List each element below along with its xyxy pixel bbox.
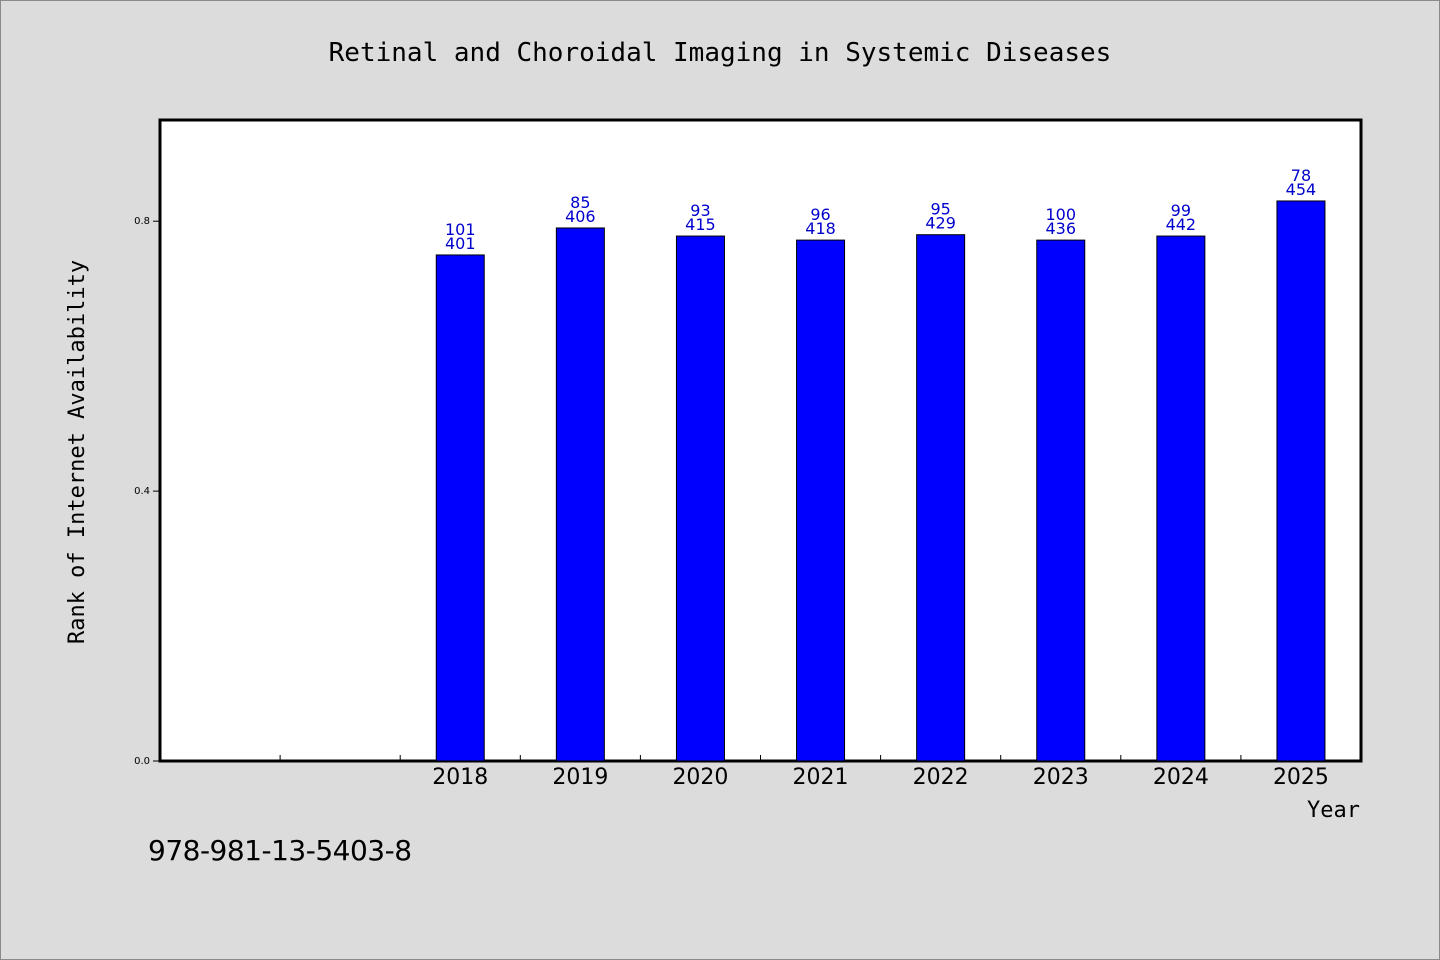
isbn-text: 978-981-13-5403-8: [148, 834, 412, 867]
x-tick-label: 2021: [793, 765, 849, 790]
x-tick-label: 2023: [1033, 765, 1089, 790]
bar: [1156, 235, 1206, 762]
bar-label-top: 100: [1045, 205, 1076, 224]
bar: [1036, 239, 1086, 762]
y-tick-label: 0.0: [134, 756, 150, 767]
bar: [916, 234, 966, 762]
bar-label-bottom: 436: [1045, 219, 1076, 238]
bar-label-bottom: 442: [1166, 215, 1197, 234]
bar-label-top: 93: [690, 201, 710, 220]
x-tick-label: 2022: [913, 765, 969, 790]
bar: [675, 235, 725, 762]
bar-label-top: 85: [570, 193, 590, 212]
bar-label-top: 78: [1291, 166, 1311, 185]
bar-label-bottom: 406: [565, 207, 596, 226]
x-tick-label: 2018: [432, 765, 488, 790]
x-axis-label: Year: [1307, 798, 1360, 823]
bar-label-top: 96: [810, 205, 830, 224]
bar-label-bottom: 401: [445, 234, 476, 253]
x-tick-label: 2025: [1273, 765, 1329, 790]
ticks-group: 0.0 0.4 0.8 2018 2019 2020 2021 2022 2023 2024 202…: [134, 216, 1329, 790]
x-tick-label: 2020: [672, 765, 728, 790]
bar-label-bottom: 418: [805, 219, 836, 238]
bar-label-top: 101: [445, 220, 476, 239]
x-tick-label: 2024: [1153, 765, 1209, 790]
bar-label-top: 99: [1171, 201, 1191, 220]
bar: [1276, 200, 1326, 762]
bar-label-bottom: 415: [685, 215, 716, 234]
bar: [796, 239, 846, 762]
bar-label-bottom: 429: [925, 214, 956, 233]
y-tick-label: 0.8: [134, 216, 150, 227]
y-tick-label: 0.4: [134, 486, 150, 497]
y-axis-label: Rank of Internet Availability: [65, 260, 90, 644]
bar: [435, 254, 485, 762]
bar-label-top: 95: [930, 200, 950, 219]
bar: [555, 227, 605, 762]
chart-title: Retinal and Choroidal Imaging in Systemi…: [329, 38, 1112, 68]
bar-label-bottom: 454: [1286, 180, 1317, 199]
x-tick-label: 2019: [552, 765, 608, 790]
